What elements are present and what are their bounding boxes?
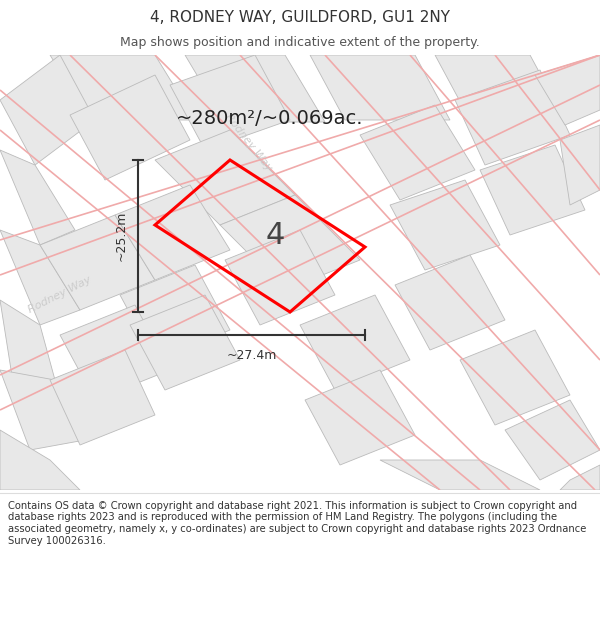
Polygon shape	[70, 75, 190, 180]
Polygon shape	[50, 350, 155, 445]
Polygon shape	[395, 255, 505, 350]
Polygon shape	[130, 295, 240, 390]
Text: Contains OS data © Crown copyright and database right 2021. This information is : Contains OS data © Crown copyright and d…	[8, 501, 586, 546]
Polygon shape	[480, 145, 585, 235]
Polygon shape	[380, 460, 540, 490]
Polygon shape	[300, 295, 410, 390]
Text: ~280m²/~0.069ac.: ~280m²/~0.069ac.	[176, 109, 364, 127]
Text: ~25.2m: ~25.2m	[115, 211, 128, 261]
Polygon shape	[225, 230, 335, 325]
Polygon shape	[505, 400, 600, 480]
Polygon shape	[115, 185, 230, 280]
Text: 4, RODNEY WAY, GUILDFORD, GU1 2NY: 4, RODNEY WAY, GUILDFORD, GU1 2NY	[150, 10, 450, 25]
Text: Rodney Way: Rodney Way	[223, 111, 274, 173]
Polygon shape	[0, 430, 80, 490]
Polygon shape	[60, 305, 170, 400]
Polygon shape	[390, 180, 500, 270]
Polygon shape	[40, 215, 155, 310]
Text: ~27.4m: ~27.4m	[226, 349, 277, 362]
Polygon shape	[560, 465, 600, 490]
Polygon shape	[0, 370, 85, 450]
Text: Map shows position and indicative extent of the property.: Map shows position and indicative extent…	[120, 36, 480, 49]
Polygon shape	[435, 55, 565, 120]
Polygon shape	[560, 125, 600, 205]
Text: Rodney Way: Rodney Way	[27, 275, 93, 315]
Polygon shape	[0, 300, 55, 395]
Polygon shape	[460, 330, 570, 425]
Polygon shape	[185, 55, 325, 122]
Text: 4: 4	[265, 221, 284, 249]
Polygon shape	[360, 105, 475, 200]
Polygon shape	[120, 265, 230, 360]
Polygon shape	[155, 130, 295, 225]
Polygon shape	[0, 150, 75, 245]
Polygon shape	[220, 195, 360, 290]
Polygon shape	[0, 230, 80, 325]
Polygon shape	[455, 70, 570, 165]
Polygon shape	[170, 55, 290, 150]
Polygon shape	[50, 55, 195, 120]
Polygon shape	[310, 55, 450, 120]
Polygon shape	[305, 370, 415, 465]
Polygon shape	[535, 55, 600, 125]
Polygon shape	[0, 55, 95, 165]
